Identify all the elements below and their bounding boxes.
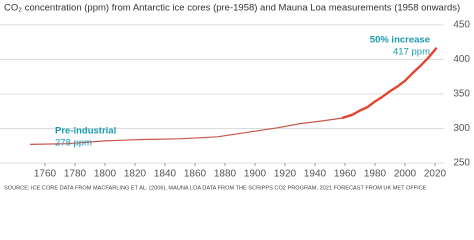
y-tick-label: 400 xyxy=(453,54,470,65)
x-tick-label: 2000 xyxy=(394,169,417,180)
y-tick-label: 450 xyxy=(453,20,470,31)
annotation-text: 278 ppm xyxy=(55,138,92,149)
x-tick-label: 1860 xyxy=(184,169,207,180)
x-tick-label: 1760 xyxy=(34,169,57,180)
x-tick-label: 1940 xyxy=(304,169,327,180)
chart-title: CO₂ concentration (ppm) from Antarctic i… xyxy=(4,3,460,14)
line-series xyxy=(341,47,438,120)
x-tick-label: 1900 xyxy=(244,169,267,180)
x-tick-label: 1920 xyxy=(274,169,297,180)
x-tick-label: 1840 xyxy=(154,169,177,180)
annotation-title: Pre-industrial xyxy=(55,126,116,137)
annotation-title: 50% increase xyxy=(370,35,430,46)
source-note: SOURCE: ICE CORE DATA FROM MACFARLING ET… xyxy=(4,185,427,191)
line-series xyxy=(29,117,343,145)
annotation-text: 417 ppm xyxy=(393,47,430,58)
y-tick-label: 350 xyxy=(453,89,470,100)
x-tick-label: 1980 xyxy=(364,169,387,180)
x-tick-label: 1780 xyxy=(64,169,87,180)
y-tick-label: 300 xyxy=(453,123,470,134)
x-tick-label: 1800 xyxy=(94,169,117,180)
x-tick-label: 2020 xyxy=(424,169,447,180)
y-tick-label: 250 xyxy=(453,158,470,169)
x-tick-label: 1820 xyxy=(124,169,147,180)
x-tick-label: 1880 xyxy=(214,169,237,180)
chart: CO₂ concentration (ppm) from Antarctic i… xyxy=(0,3,470,191)
x-tick-label: 1960 xyxy=(334,169,357,180)
